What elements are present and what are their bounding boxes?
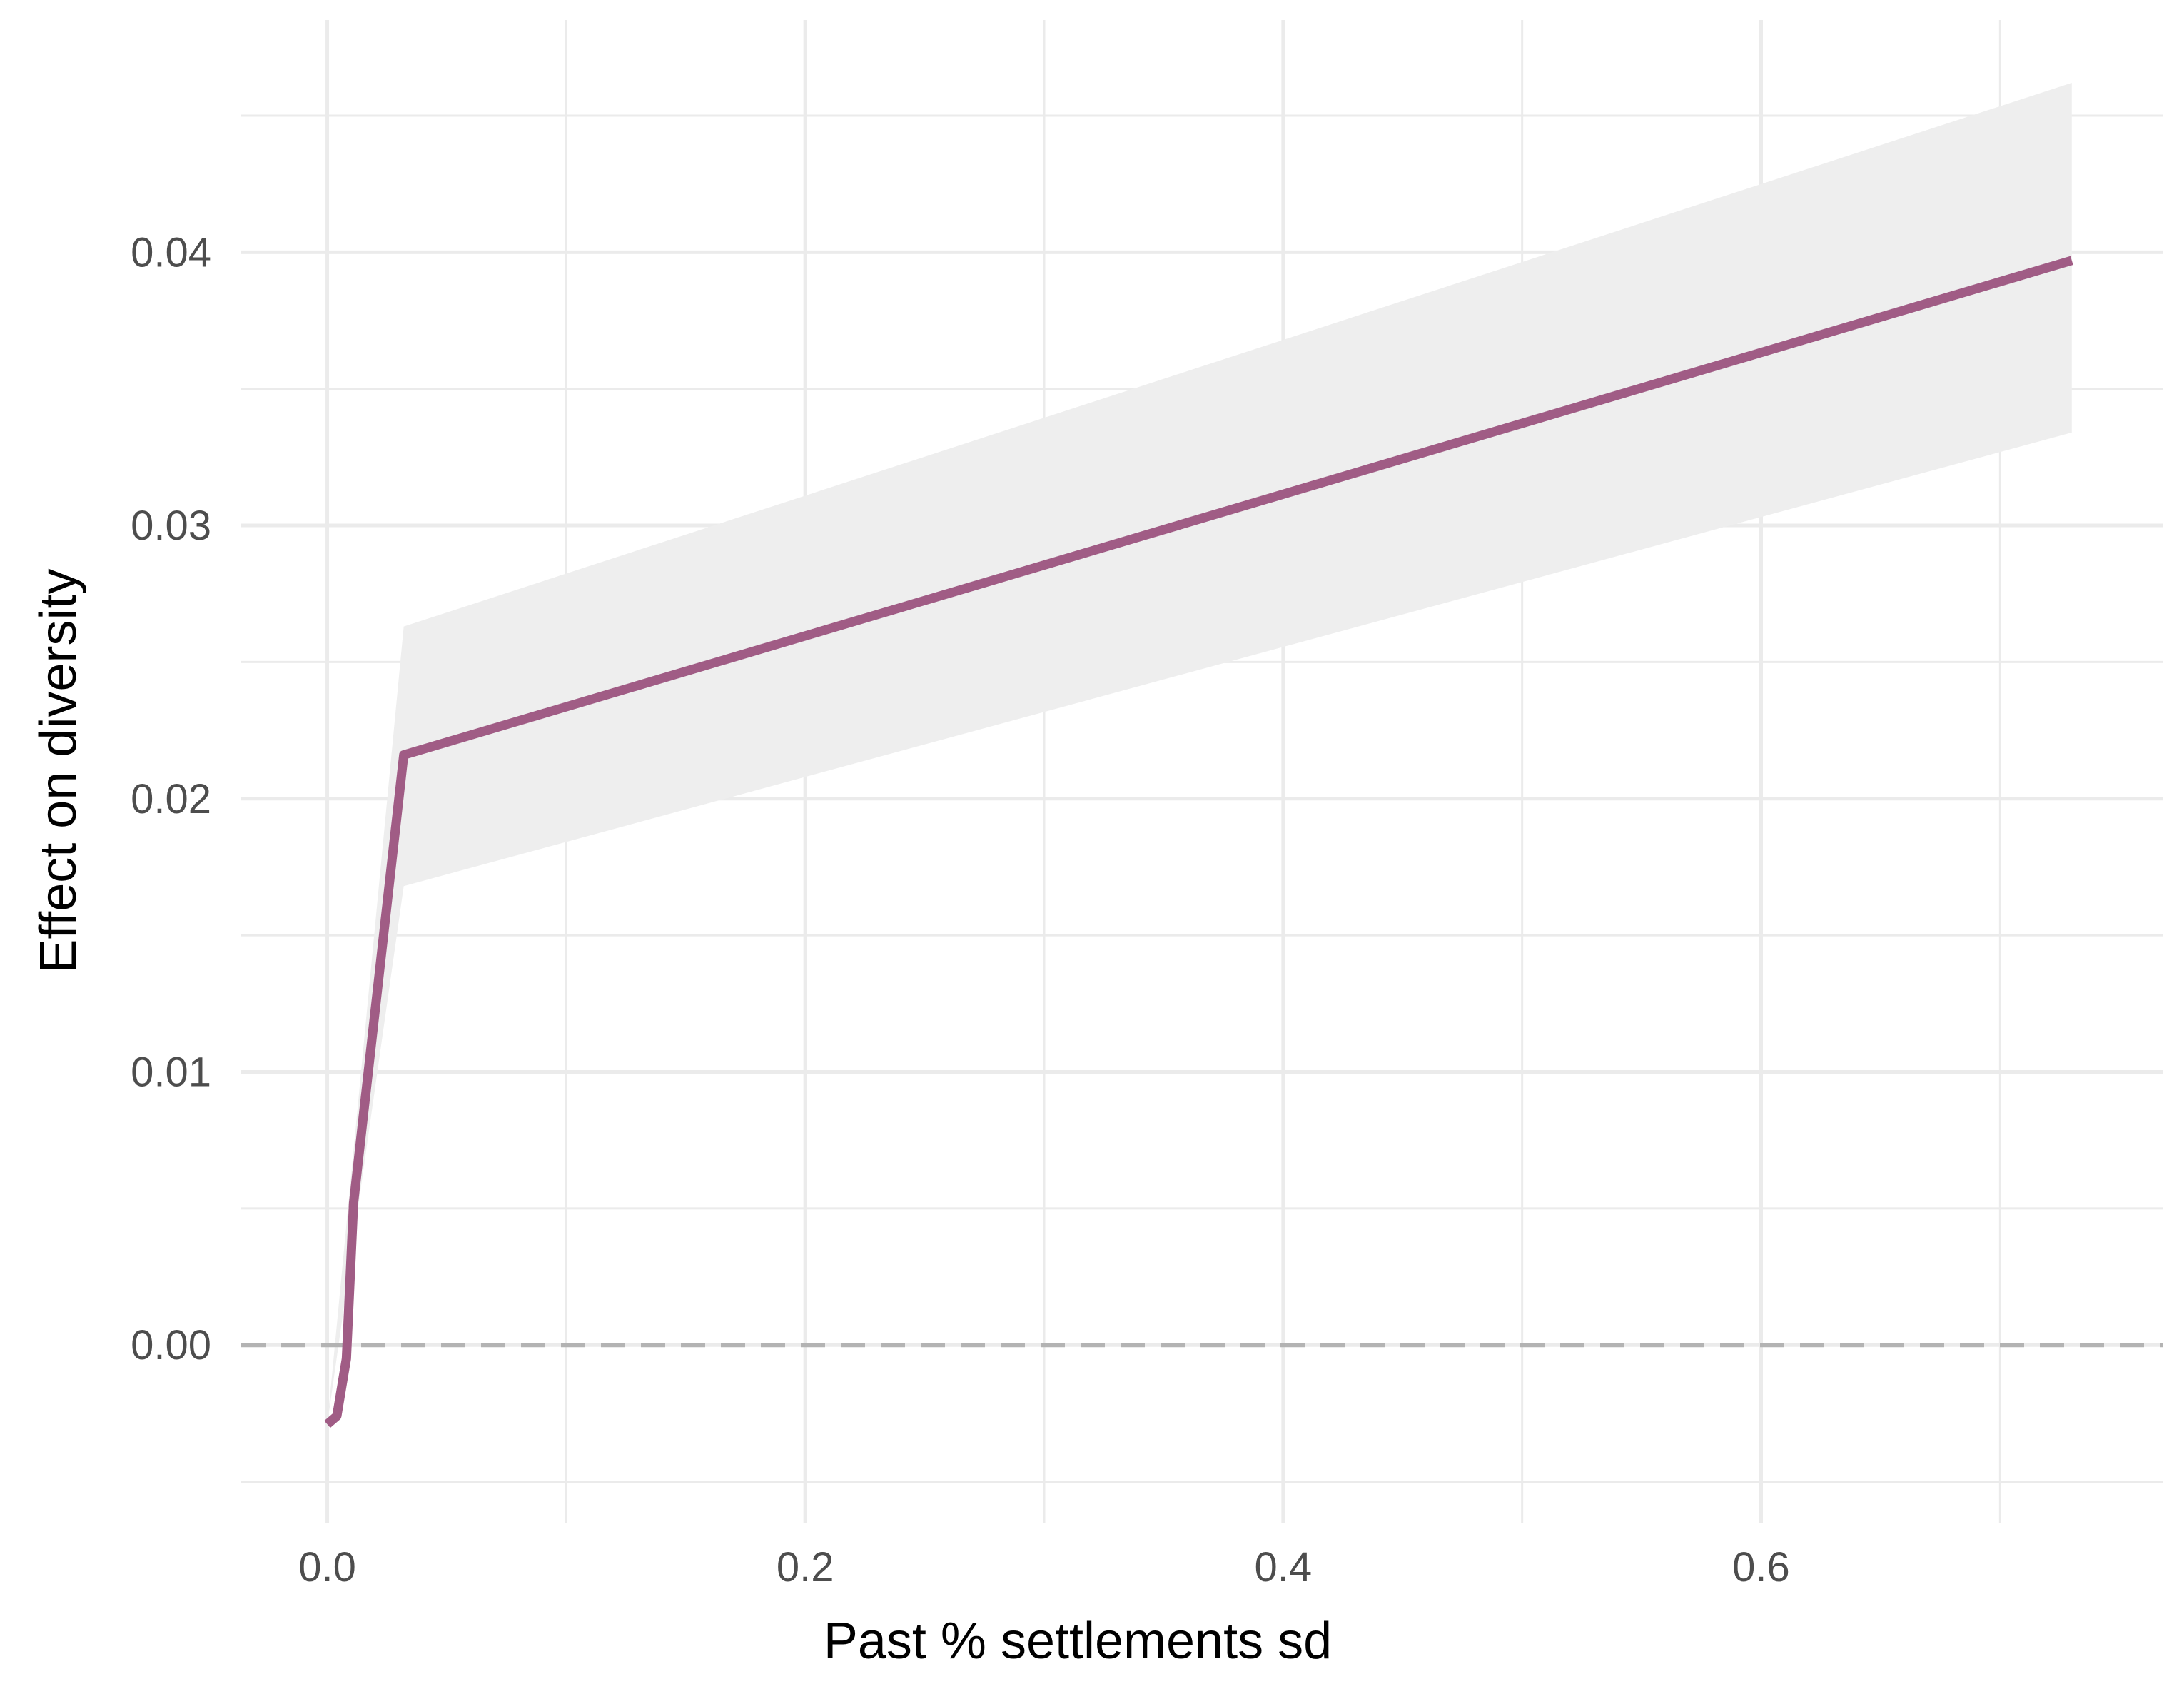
- x-tick-label: 0.6: [1732, 1544, 1790, 1590]
- y-axis-title: Effect on diversity: [30, 569, 87, 974]
- y-tick-label: 0.03: [131, 503, 211, 549]
- x-tick-label: 0.4: [1255, 1544, 1313, 1590]
- x-axis-title: Past % settlements sd: [824, 1613, 1332, 1670]
- x-tick-label: 0.2: [777, 1544, 834, 1590]
- series-layer: [324, 256, 2073, 1428]
- y-tick-label: 0.01: [131, 1049, 211, 1096]
- tick-labels: 0.0 0.2 0.4 0.6 0.00 0.01 0.02 0.03 0.04: [131, 229, 1790, 1590]
- series-line: [324, 256, 2073, 1428]
- y-tick-label: 0.02: [131, 776, 211, 822]
- y-tick-label: 0.04: [131, 229, 211, 276]
- confidence-ribbon: [327, 83, 2072, 1425]
- x-tick-label: 0.0: [298, 1544, 356, 1590]
- y-tick-label: 0.00: [131, 1322, 211, 1368]
- confidence-ribbon-layer: [327, 83, 2072, 1425]
